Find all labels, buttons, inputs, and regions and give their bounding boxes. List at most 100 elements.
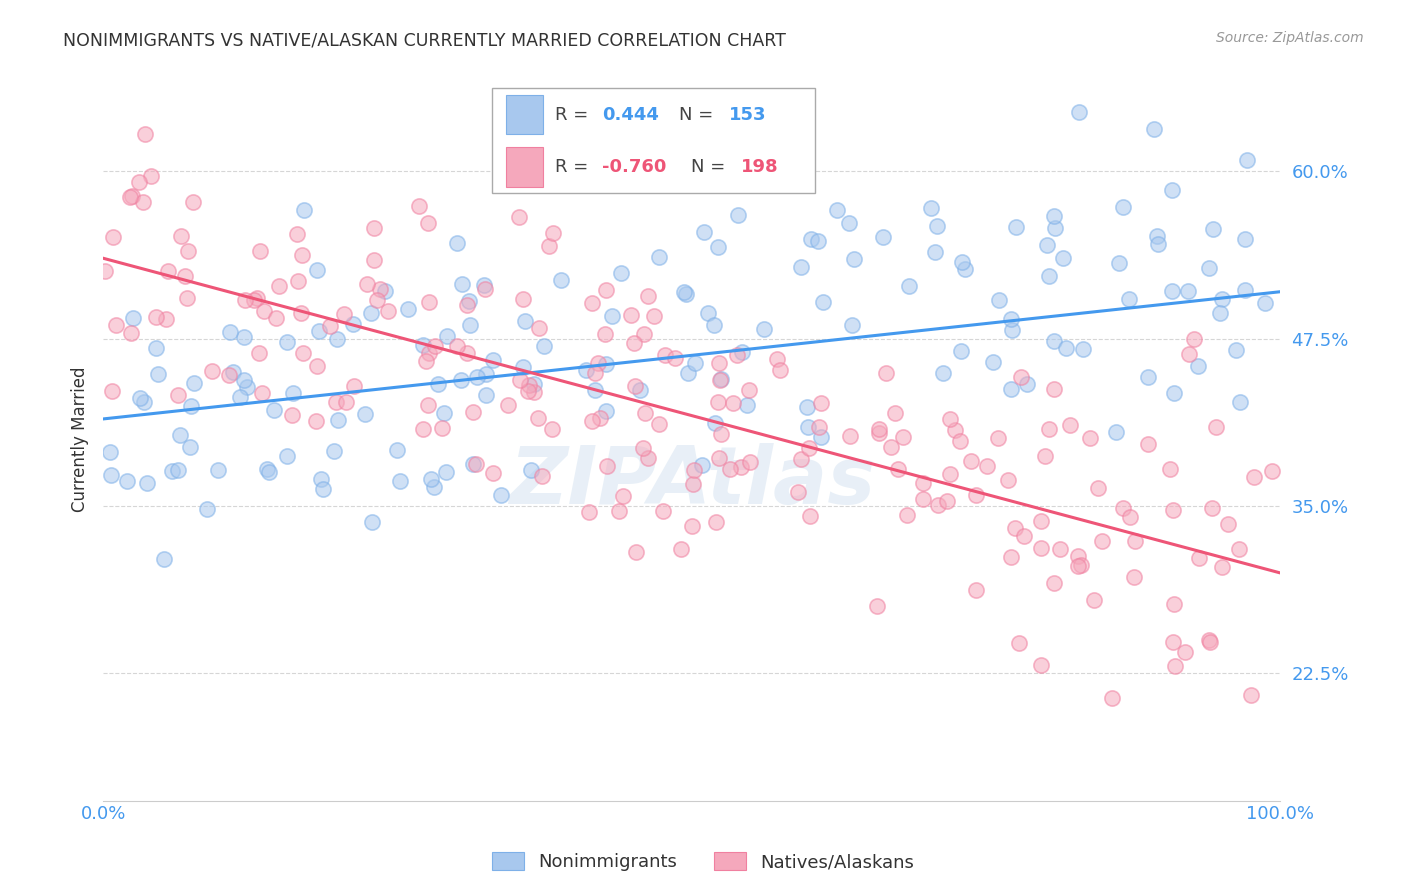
Point (363, 221, 385, 235)
Point (1000, 550, 1022, 565)
Point (682, 463, 704, 477)
Point (612, 489, 634, 503)
Point (1236, 153, 1258, 167)
Point (981, 355, 1004, 369)
Point (927, 498, 949, 512)
Point (1163, 502, 1185, 516)
Point (446, 338, 468, 352)
Point (740, 455, 762, 469)
Point (308, 324, 330, 338)
Point (292, 203, 315, 218)
Point (1038, 269, 1060, 284)
Point (1201, 500, 1223, 515)
Text: N =: N = (679, 105, 718, 123)
Point (481, 352, 503, 367)
Point (152, 552, 174, 566)
Point (1043, 382, 1066, 396)
Point (1240, 689, 1263, 703)
Point (540, 422, 562, 436)
Point (1052, 251, 1074, 265)
Point (943, 423, 966, 437)
Point (787, 485, 810, 500)
Point (883, 406, 905, 420)
Point (697, 305, 720, 319)
Point (280, 408, 302, 422)
Point (374, 284, 396, 298)
Point (512, 359, 534, 374)
Point (1029, 541, 1052, 555)
Point (718, 462, 741, 476)
Point (654, 348, 676, 362)
Point (997, 473, 1019, 487)
Point (523, 377, 546, 392)
Point (683, 356, 706, 370)
Point (232, 330, 254, 344)
Point (633, 326, 655, 341)
Point (628, 383, 651, 397)
Point (247, 346, 270, 360)
Point (249, 244, 271, 259)
Point (1199, 635, 1222, 649)
Point (322, 443, 344, 458)
Point (463, 457, 485, 471)
Point (228, 391, 250, 405)
Point (269, 279, 291, 293)
Point (290, 306, 312, 320)
Point (1012, 529, 1035, 543)
Point (1067, 105, 1090, 120)
Point (1178, 347, 1201, 361)
Point (135, 475, 157, 490)
Point (207, 463, 229, 477)
Point (976, 458, 998, 473)
Point (1108, 256, 1130, 270)
Point (396, 301, 419, 316)
Point (891, 430, 914, 444)
Point (129, 391, 152, 405)
Point (965, 488, 987, 502)
Point (1163, 385, 1185, 400)
Point (423, 339, 446, 353)
Point (953, 262, 976, 277)
Point (939, 412, 962, 426)
FancyBboxPatch shape (506, 95, 543, 135)
Legend: Nonimmigrants, Natives/Alaskans: Nonimmigrants, Natives/Alaskans (485, 846, 921, 879)
Point (456, 298, 478, 312)
Point (648, 417, 671, 431)
Point (789, 260, 811, 274)
Point (1042, 209, 1064, 223)
Point (335, 394, 357, 409)
Point (530, 469, 553, 483)
Point (1143, 122, 1166, 136)
Point (145, 310, 167, 324)
Text: N =: N = (690, 158, 731, 176)
Point (388, 474, 411, 488)
Point (1067, 549, 1090, 563)
Point (896, 508, 918, 523)
Point (412, 338, 434, 352)
Point (176, 292, 198, 306)
Point (637, 451, 659, 466)
Point (233, 373, 256, 387)
Point (669, 542, 692, 557)
Point (1105, 425, 1128, 440)
Point (287, 274, 309, 288)
Point (1000, 382, 1022, 396)
Point (1147, 236, 1170, 251)
Point (508, 211, 530, 225)
Point (1233, 232, 1256, 246)
Point (472, 277, 495, 292)
Point (1202, 222, 1225, 236)
Point (1035, 449, 1057, 463)
Point (180, 400, 202, 414)
Point (810, 430, 832, 444)
Point (285, 227, 308, 242)
Point (263, 403, 285, 417)
Point (607, 504, 630, 518)
Point (104, 318, 127, 333)
Point (842, 252, 865, 267)
Point (1004, 521, 1026, 535)
Point (1225, 343, 1247, 358)
Point (512, 292, 534, 306)
Point (1010, 370, 1032, 384)
Point (366, 293, 388, 308)
